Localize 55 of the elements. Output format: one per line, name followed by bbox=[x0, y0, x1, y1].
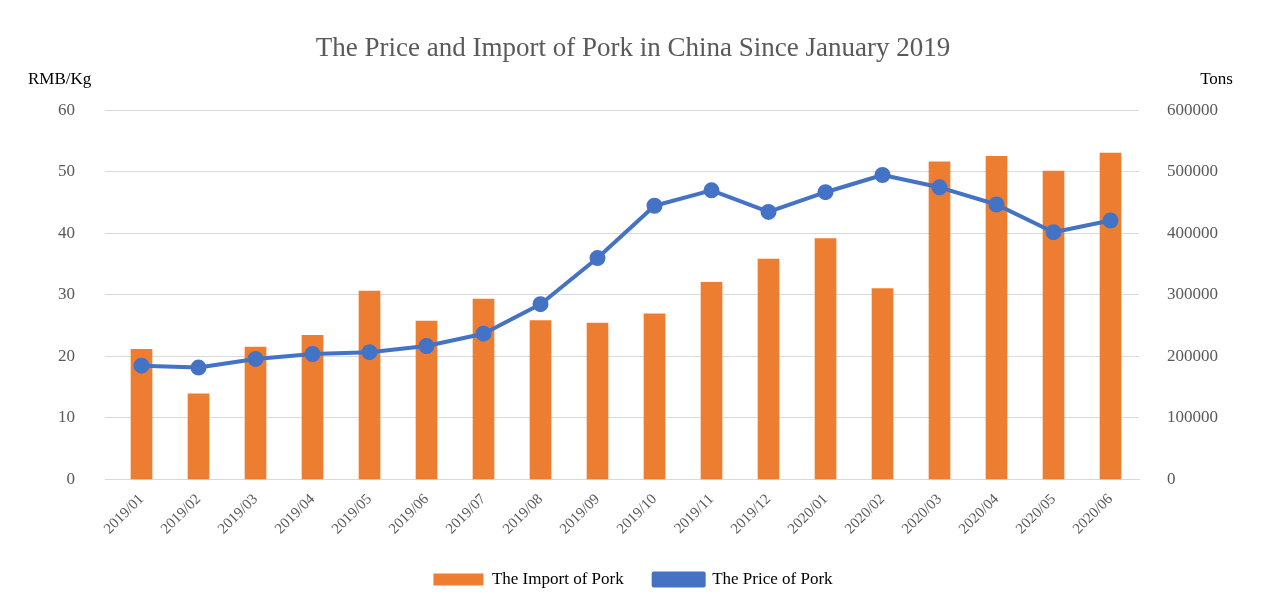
y2-tick-label: 400000 bbox=[1167, 222, 1218, 242]
bar bbox=[472, 298, 495, 480]
y2-tick-label: 200000 bbox=[1167, 345, 1218, 365]
bar bbox=[871, 288, 894, 480]
bar bbox=[244, 346, 267, 480]
bar bbox=[814, 238, 837, 480]
legend-label: The Price of Pork bbox=[712, 568, 834, 588]
bar bbox=[586, 322, 609, 480]
bar bbox=[415, 320, 438, 480]
y2-tick-label: 500000 bbox=[1167, 161, 1218, 181]
point bbox=[304, 346, 321, 363]
point bbox=[646, 197, 663, 214]
y-tick-label: 20 bbox=[58, 345, 75, 365]
y2-tick-label: 600000 bbox=[1167, 99, 1218, 119]
bar bbox=[1042, 170, 1065, 480]
chart-title: The Price and Import of Pork in China Since January 2019 bbox=[315, 32, 951, 63]
y-tick-label: 60 bbox=[58, 99, 75, 119]
bar bbox=[187, 393, 210, 480]
bar bbox=[643, 313, 666, 480]
y2-tick-label: 0 bbox=[1167, 468, 1176, 488]
point bbox=[589, 250, 606, 267]
point bbox=[703, 182, 720, 199]
bar bbox=[757, 258, 780, 480]
point bbox=[532, 296, 549, 313]
bar bbox=[301, 334, 324, 480]
y-axis-title: RMB/Kg bbox=[28, 69, 92, 89]
point bbox=[361, 344, 378, 361]
bar bbox=[1099, 152, 1122, 480]
y2-tick-label: 300000 bbox=[1167, 284, 1218, 304]
bar bbox=[928, 161, 951, 480]
bar bbox=[130, 349, 153, 480]
y-tick-label: 40 bbox=[58, 222, 75, 242]
point bbox=[874, 166, 891, 183]
point bbox=[760, 203, 777, 220]
bar bbox=[529, 320, 552, 480]
point bbox=[247, 350, 264, 367]
point bbox=[817, 184, 834, 201]
y2-axis-title: Tons bbox=[1200, 69, 1233, 89]
bar bbox=[985, 155, 1008, 480]
point bbox=[475, 325, 492, 342]
legend-label: The Import of Pork bbox=[491, 568, 625, 588]
point bbox=[1102, 212, 1119, 229]
y-tick-label: 30 bbox=[58, 284, 75, 304]
point bbox=[1045, 224, 1062, 241]
point bbox=[931, 179, 948, 196]
point bbox=[418, 338, 435, 355]
bar bbox=[358, 290, 381, 480]
bar bbox=[700, 282, 723, 480]
point bbox=[133, 357, 150, 374]
point bbox=[190, 359, 207, 376]
y-tick-label: 50 bbox=[58, 161, 75, 181]
y-tick-label: 10 bbox=[58, 407, 75, 427]
y2-tick-label: 100000 bbox=[1167, 407, 1218, 427]
point bbox=[988, 196, 1005, 213]
y-tick-label: 0 bbox=[66, 468, 75, 488]
